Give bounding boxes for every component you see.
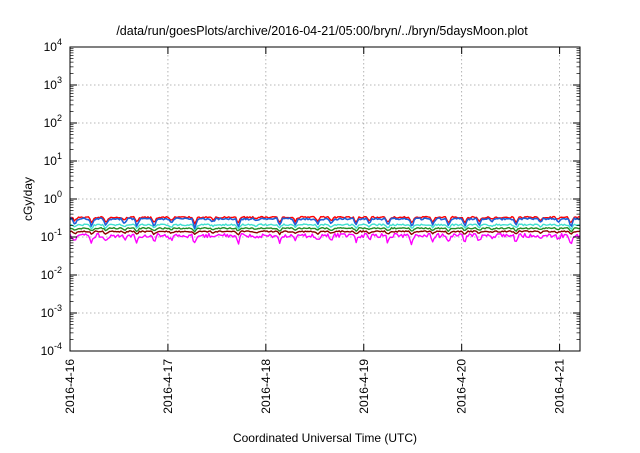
y-tick-label: 101 xyxy=(44,151,62,168)
y-tick-label: 10-4 xyxy=(41,341,62,358)
x-axis-label: Coordinated Universal Time (UTC) xyxy=(233,431,417,445)
series-line xyxy=(69,223,581,231)
x-tick-labels: 2016-4-16 2016-4-17 2016-4-18 2016-4-19 2016… xyxy=(63,359,567,414)
chart-title: /data/run/goesPlots/archive/2016-04-21/0… xyxy=(116,24,528,38)
series-line xyxy=(69,217,581,230)
y-tick-label: 10-3 xyxy=(41,303,62,320)
x-tick-label: 2016-4-17 xyxy=(161,359,175,414)
x-tick-label: 2016-4-21 xyxy=(553,359,567,414)
y-tick-label: 102 xyxy=(44,113,62,130)
x-tick-label: 2016-4-18 xyxy=(259,359,273,414)
y-tick-labels: 104 103 102 101 100 10-1 10-2 10-3 10-4 xyxy=(41,37,62,358)
x-tick-label: 2016-4-16 xyxy=(63,359,77,414)
x-tick-label: 2016-4-20 xyxy=(455,359,469,414)
y-tick-label: 10-2 xyxy=(41,265,62,282)
y-tick-label: 103 xyxy=(44,75,62,92)
series-line xyxy=(69,215,581,225)
y-tick-label: 10-1 xyxy=(41,227,62,244)
x-tick-label: 2016-4-19 xyxy=(357,359,371,414)
y-tick-label: 100 xyxy=(44,189,62,206)
series-line xyxy=(69,226,581,233)
y-tick-label: 104 xyxy=(44,37,62,54)
y-axis-label: cGy/day xyxy=(21,177,35,221)
series-line xyxy=(69,232,581,246)
ticks xyxy=(69,46,580,352)
series-line xyxy=(69,230,581,236)
series-layer xyxy=(69,215,581,246)
